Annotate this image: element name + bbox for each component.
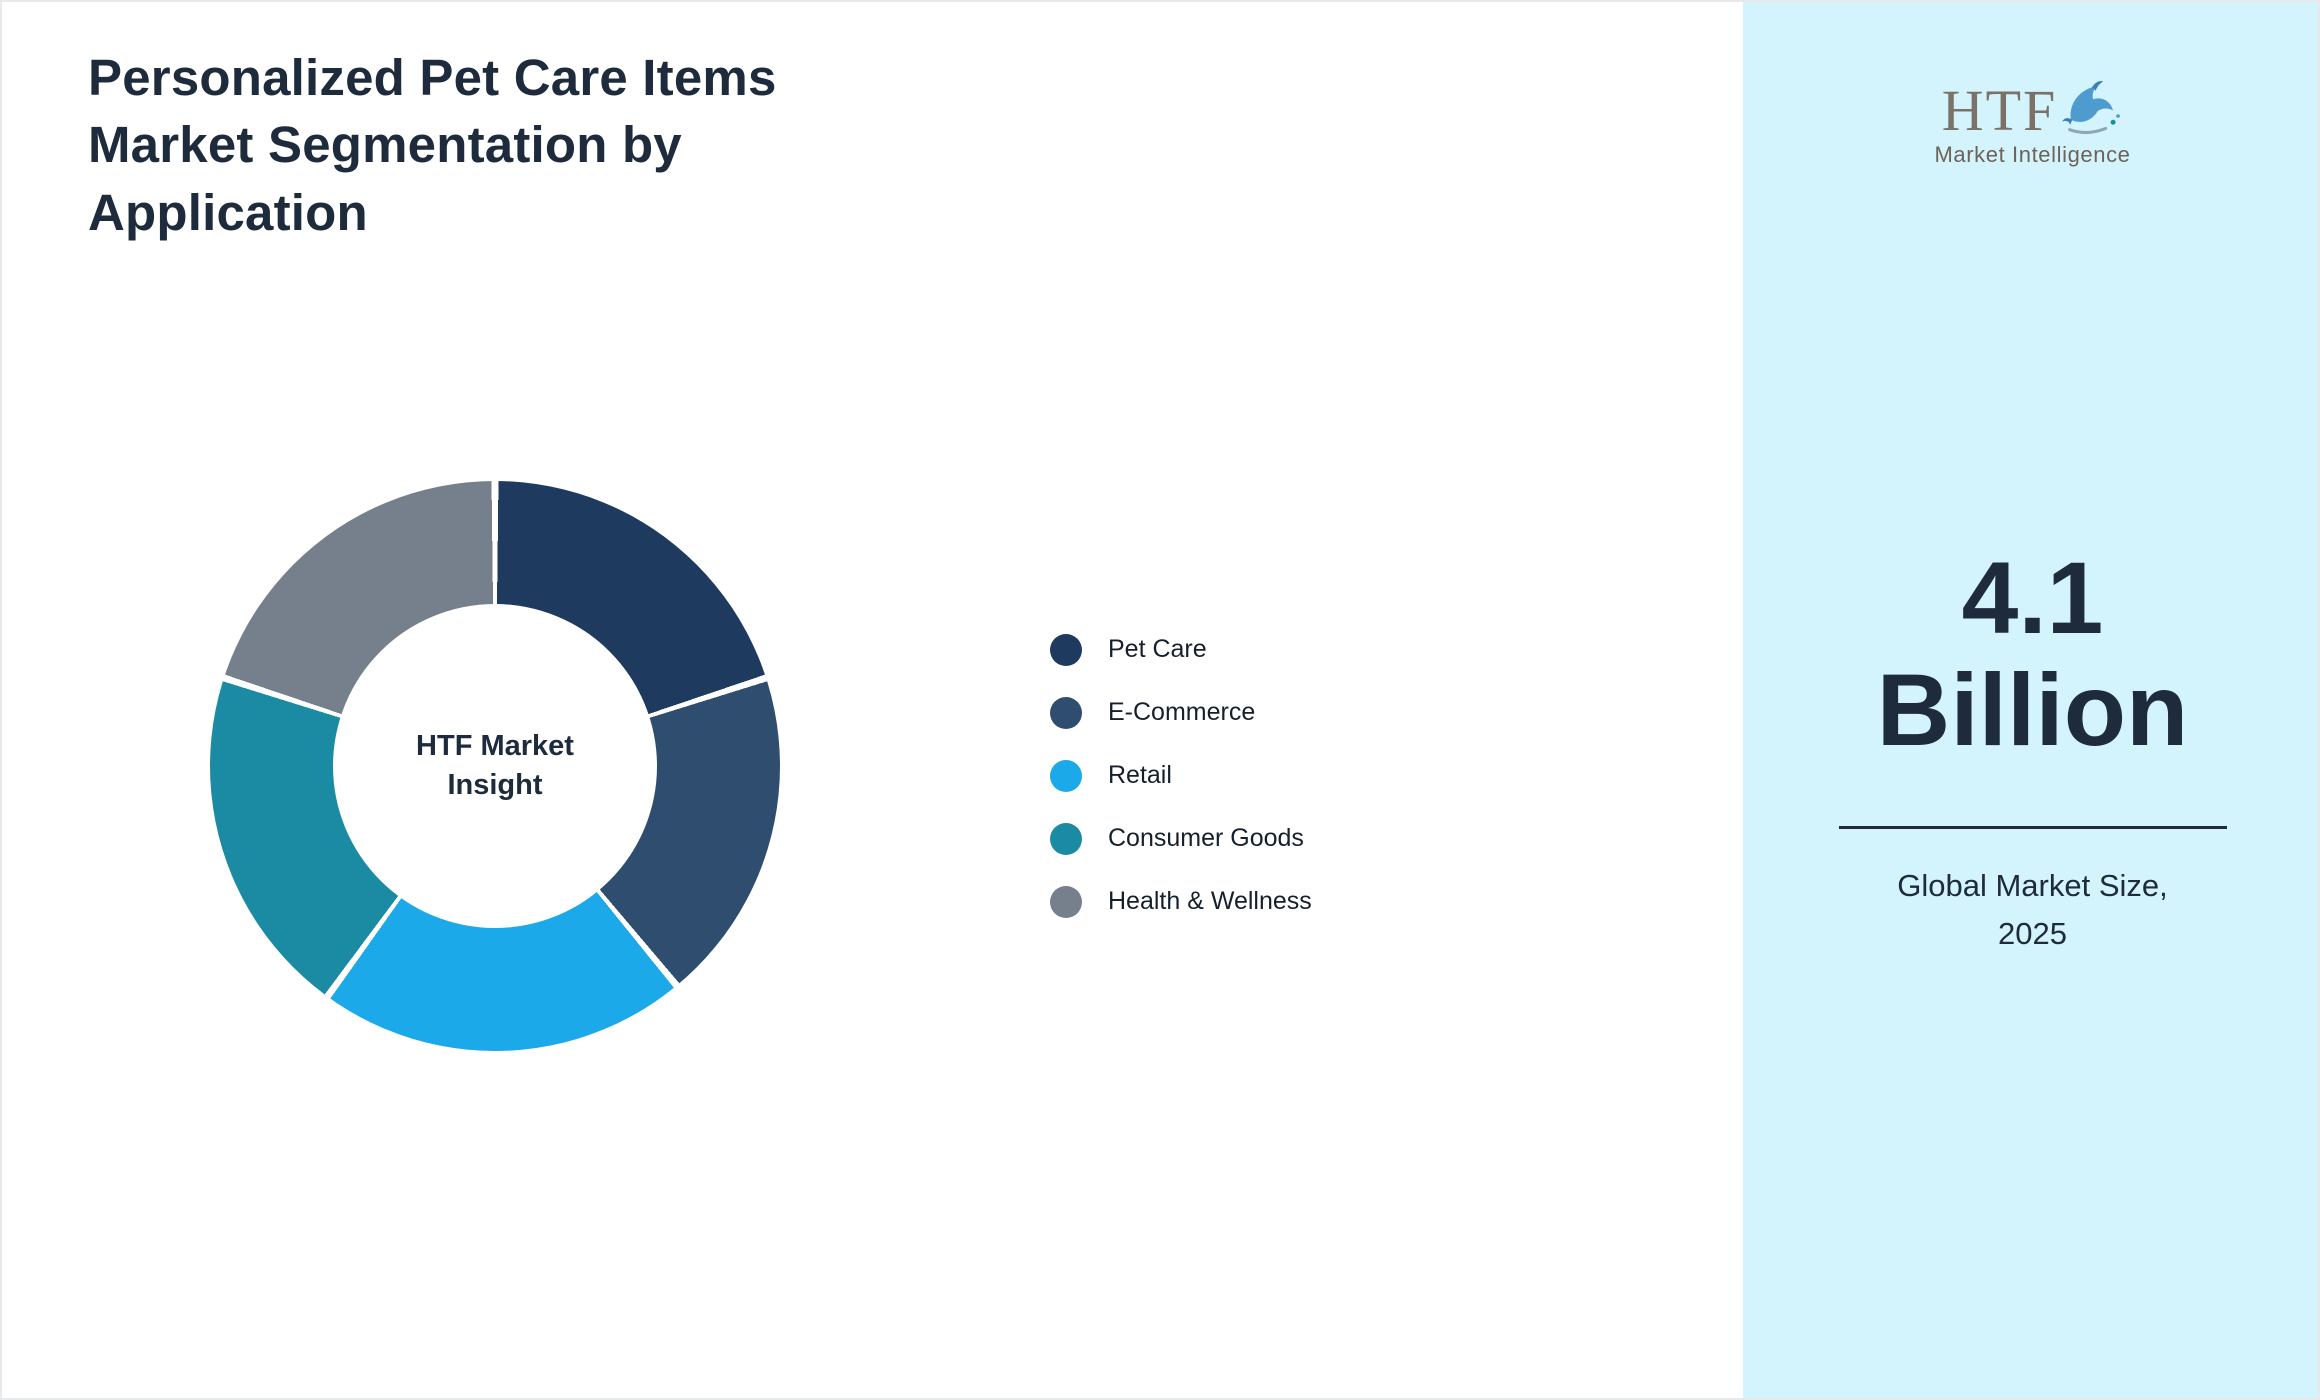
htf-logo-subtext: Market Intelligence	[1934, 142, 2131, 167]
market-size-caption: Global Market Size, 2025	[1743, 862, 2318, 958]
chart-legend: Pet Care E-Commerce Retail Consumer Good…	[1050, 618, 1312, 933]
legend-item: Consumer Goods	[1050, 807, 1312, 870]
legend-item: Pet Care	[1050, 618, 1312, 681]
market-size-text: 4.1 Billion	[1876, 541, 2189, 768]
legend-dot	[1050, 696, 1082, 729]
legend-dot	[1050, 885, 1082, 918]
donut-center: HTF Market Insight	[333, 604, 657, 928]
page-title: Personalized Pet Care Items Market Segme…	[88, 49, 777, 241]
legend-label: Pet Care	[1108, 635, 1207, 663]
legend-label: Health & Wellness	[1108, 887, 1312, 915]
legend-label: Retail	[1108, 761, 1172, 789]
legend-label: Consumer Goods	[1108, 824, 1304, 852]
panel-divider	[1838, 826, 2227, 829]
right-panel: HTF Market Intelligence 4.1 Billion Glob…	[1743, 2, 2318, 1398]
market-size-caption-text: Global Market Size, 2025	[1897, 868, 2168, 952]
donut-chart-wrap: HTF Market Insight	[210, 481, 780, 1051]
legend-item: E-Commerce	[1050, 681, 1312, 744]
market-size-value: 4.1 Billion	[1743, 541, 2318, 768]
htf-logo: HTF Market Intelligence	[1743, 78, 2318, 168]
htf-logo-row: HTF	[1743, 78, 2318, 143]
legend-dot	[1050, 822, 1082, 855]
dolphin-icon	[2062, 81, 2121, 135]
htf-logo-text: HTF	[1941, 78, 2058, 143]
donut-center-label: HTF Market Insight	[416, 729, 574, 801]
legend-item: Health & Wellness	[1050, 870, 1312, 933]
legend-dot	[1050, 759, 1082, 792]
legend-label: E-Commerce	[1108, 698, 1256, 726]
legend-dot	[1050, 633, 1082, 666]
legend-item: Retail	[1050, 744, 1312, 807]
